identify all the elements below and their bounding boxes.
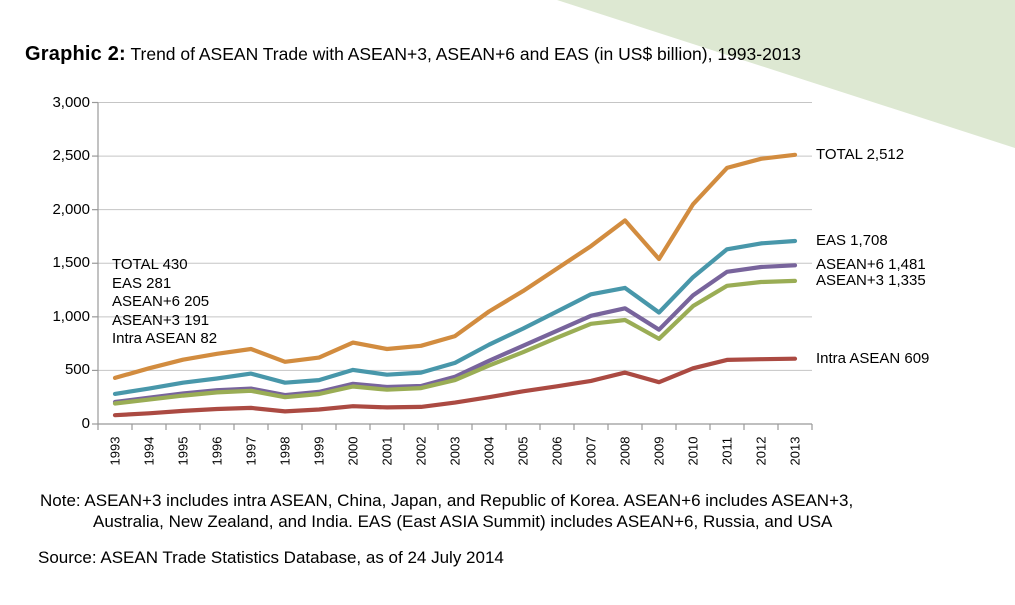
title-prefix: Graphic 2: [25, 43, 126, 65]
y-tick-label: 2,500 [52, 147, 90, 165]
start-value-label: TOTAL 430 [112, 256, 188, 273]
title-text: Trend of ASEAN Trade with ASEAN+3, ASEAN… [125, 44, 802, 64]
y-tick-label: 1,000 [52, 307, 90, 325]
source-text: Source: ASEAN Trade Statistics Database,… [38, 548, 504, 567]
start-value-label: EAS 281 [112, 274, 172, 292]
end-value-label: ASEAN+3 1,335 [816, 271, 926, 289]
corner-wedge-decoration [557, 0, 1015, 148]
series-line-total [112, 152, 798, 380]
note-line-2: Australia, New Zealand, and India. EAS (… [93, 512, 833, 531]
end-value-label: EAS 1,708 [816, 231, 888, 249]
start-value-label: Intra ASEAN 82 [112, 330, 218, 348]
end-value-label: ASEAN+6 1,481 [816, 256, 926, 274]
y-tick-label: 2,000 [52, 200, 90, 218]
y-tick-label: 1,500 [52, 254, 90, 272]
series-line-eas [112, 238, 798, 396]
series-line-asean-6 [112, 263, 798, 405]
end-value-label: Intra ASEAN 609 [816, 349, 930, 367]
series-line-intra-asean [112, 356, 798, 418]
first-year-values-annotation: TOTAL 430 EAS 281 ASEAN+6 205 ASEAN+3 191 In… [112, 256, 217, 349]
y-tick-label: 0 [81, 415, 90, 432]
start-value-label: ASEAN+3 191 [112, 311, 210, 329]
series-line-asean-3 [112, 278, 798, 406]
y-tick-label: 500 [64, 361, 90, 379]
y-tick-label: 3,000 [52, 93, 90, 111]
page-title: Graphic 2: Trend of ASEAN Trade with ASE… [25, 43, 801, 66]
start-value-label: ASEAN+6 205 [112, 293, 210, 311]
note-line-1: Note: ASEAN+3 includes intra ASEAN, Chin… [40, 491, 854, 510]
end-value-label: TOTAL 2,512 [816, 145, 905, 163]
